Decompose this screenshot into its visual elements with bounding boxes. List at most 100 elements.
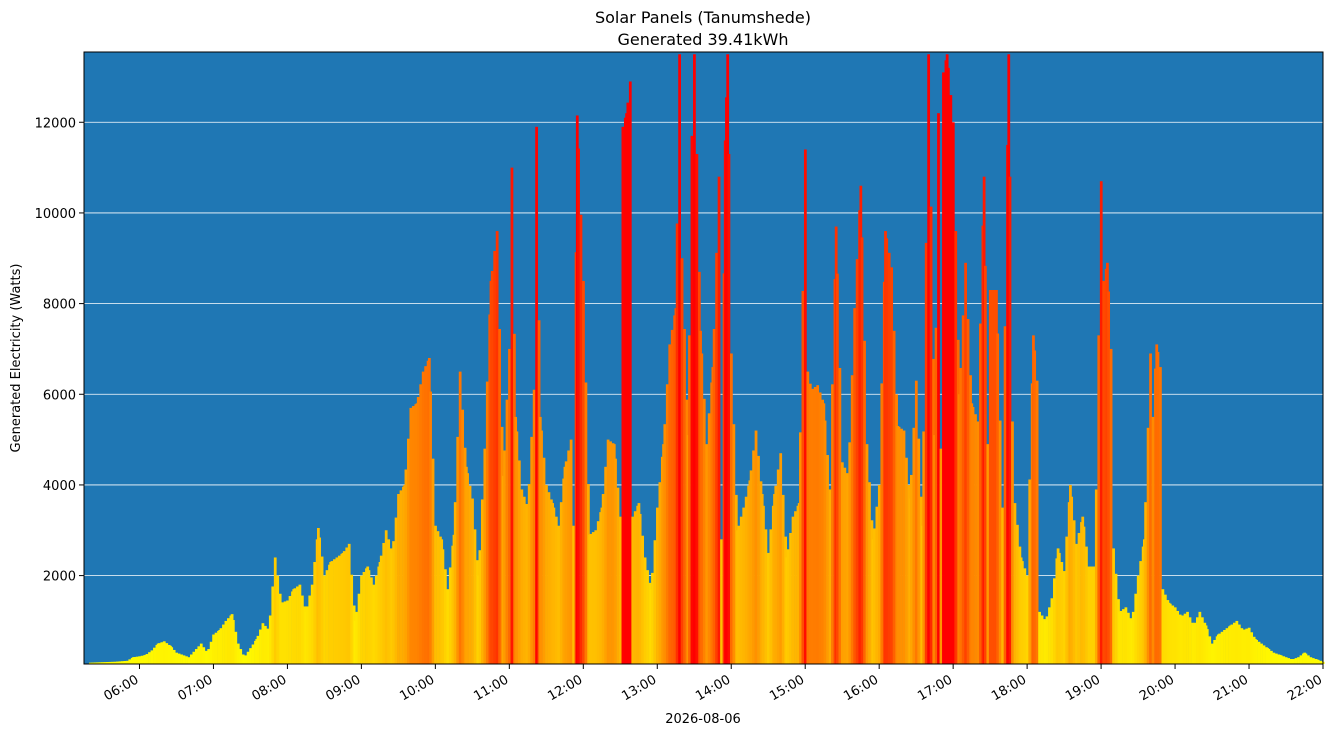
bar	[836, 273, 839, 664]
bar	[690, 135, 694, 664]
bar	[1097, 335, 1101, 664]
bar	[1257, 641, 1261, 664]
bar	[325, 570, 329, 664]
bar	[153, 647, 156, 664]
bar	[1077, 532, 1081, 664]
bar	[1124, 607, 1128, 664]
y-tick-label: 2000	[43, 570, 76, 585]
bar	[720, 539, 723, 664]
x-tick-label: 16:00	[841, 672, 881, 704]
bar	[1205, 629, 1209, 664]
bar	[140, 655, 144, 664]
bar	[236, 643, 240, 664]
plot-frame	[83, 51, 1324, 665]
bar	[1223, 630, 1226, 664]
bar	[1287, 658, 1291, 664]
x-tick-label: 08:00	[249, 672, 289, 704]
bar	[1040, 615, 1044, 664]
bar	[1319, 660, 1323, 664]
bar	[813, 387, 817, 664]
bar	[880, 383, 884, 664]
bar	[1250, 632, 1254, 664]
bar	[1274, 653, 1278, 664]
bar	[589, 533, 593, 664]
bar	[165, 643, 169, 664]
bar	[991, 290, 995, 664]
bar	[330, 561, 334, 664]
bar	[905, 457, 908, 664]
bar	[271, 586, 275, 664]
bar	[520, 489, 524, 664]
bar	[791, 516, 795, 664]
bar	[670, 329, 674, 664]
bar	[542, 457, 546, 664]
bar	[675, 223, 679, 664]
bar	[419, 384, 423, 664]
y-tick-label: 6000	[43, 388, 76, 403]
bar	[1109, 348, 1113, 664]
bar	[219, 628, 223, 664]
bar	[803, 149, 807, 664]
x-tick-label: 17:00	[915, 672, 955, 704]
bar	[268, 615, 272, 664]
bar	[1284, 657, 1288, 664]
bar	[744, 496, 748, 664]
x-tick-label: 06:00	[102, 672, 142, 704]
bar	[498, 328, 501, 664]
bar	[779, 453, 783, 664]
bar	[1082, 526, 1086, 664]
bar	[1198, 611, 1202, 664]
bar	[757, 455, 760, 664]
bar	[239, 649, 243, 664]
bar	[224, 620, 228, 664]
bar	[1200, 617, 1204, 664]
bar	[446, 589, 450, 664]
bar	[840, 462, 844, 664]
bar	[1233, 622, 1236, 664]
bar	[737, 525, 741, 664]
bar	[96, 662, 100, 664]
bar	[1173, 607, 1177, 664]
bar	[954, 231, 958, 665]
bar	[355, 611, 358, 664]
bar	[515, 431, 519, 664]
bar	[517, 460, 521, 664]
bar	[310, 584, 314, 664]
bar	[983, 265, 987, 664]
bar	[705, 444, 709, 664]
bar	[700, 353, 704, 664]
bar	[384, 530, 388, 664]
bar	[138, 656, 142, 664]
bar	[443, 569, 447, 664]
bar	[490, 270, 494, 664]
bar	[924, 242, 928, 664]
bar	[379, 555, 383, 664]
bar	[914, 380, 918, 664]
bar	[527, 484, 531, 664]
x-axis: 06:00 07:00 08:00 09:00 10:00 11:00 12:00 13:00…	[102, 664, 1325, 704]
bar	[868, 482, 871, 664]
bar	[564, 461, 568, 664]
y-tick-label: 10000	[35, 207, 76, 222]
bar	[663, 424, 667, 664]
bar	[1087, 566, 1091, 664]
bar	[202, 647, 206, 664]
bar	[1053, 578, 1056, 664]
bar	[429, 391, 432, 664]
bar	[865, 444, 869, 664]
bar	[456, 436, 460, 664]
y-axis-label: Generated Electricity (Watts)	[9, 264, 24, 453]
bar	[409, 407, 413, 664]
bar	[693, 54, 696, 665]
bar	[818, 392, 822, 664]
bar	[1136, 575, 1140, 664]
bar	[1225, 628, 1229, 664]
bar	[890, 267, 894, 664]
bar	[106, 662, 109, 664]
x-tick-label: 12:00	[545, 672, 585, 704]
bar	[897, 426, 901, 664]
bar	[979, 323, 982, 664]
bar	[118, 661, 122, 664]
bar	[855, 259, 859, 664]
bar	[1114, 573, 1118, 664]
